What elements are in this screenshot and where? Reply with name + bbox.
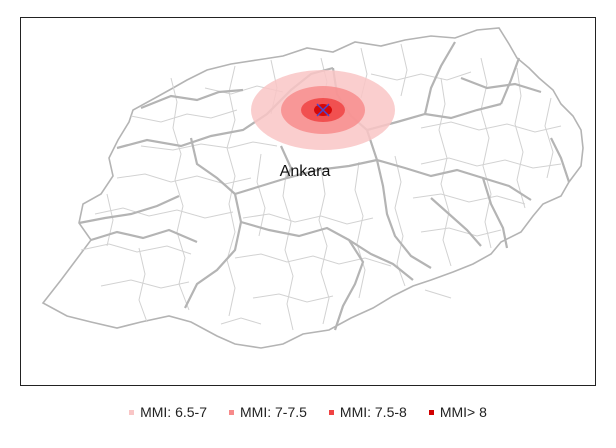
legend-label: MMI> 8 (439, 404, 487, 420)
legend-item: MMI: 7.5-8 (328, 404, 407, 420)
region-outline (41, 27, 584, 349)
legend-item: MMI> 8 (428, 404, 487, 420)
legend-item: MMI: 6.5-7 (129, 404, 207, 420)
legend-label: MMI: 6.5-7 (140, 404, 207, 420)
x-cross-icon (316, 103, 330, 117)
legend-swatch-icon (428, 409, 434, 415)
legend-item: MMI: 7-7.5 (229, 404, 307, 420)
legend-swatch-icon (328, 409, 334, 415)
legend-swatch-icon (129, 409, 135, 415)
city-label: Ankara (280, 163, 331, 180)
legend-swatch-icon (229, 409, 234, 415)
legend-label: MMI: 7.5-8 (339, 404, 407, 420)
map-canvas: Ankara (41, 27, 584, 349)
legend-label: MMI: 7-7.5 (240, 404, 307, 420)
legend: MMI: 6.5-7 MMI: 7-7.5 MMI: 7.5-8 MMI> 8 (0, 400, 616, 424)
map-frame: Ankara (20, 17, 596, 386)
